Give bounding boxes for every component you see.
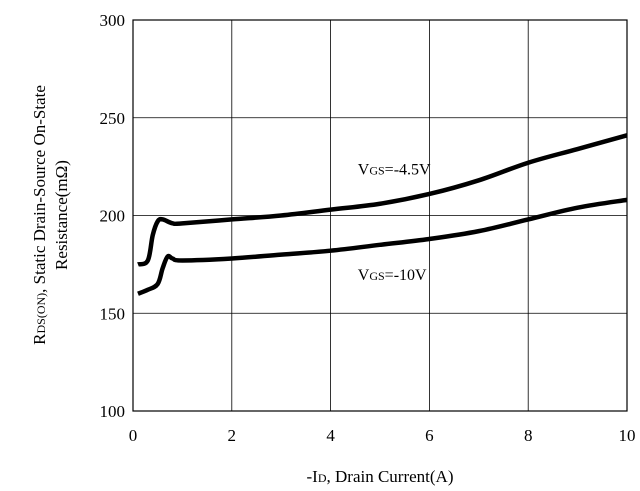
y-axis-label: RDS(ON), Static Drain-Source On-State Re… [30, 85, 71, 345]
x-tick-label: 10 [619, 426, 636, 445]
x-tick-label: 6 [425, 426, 434, 445]
series-annotations: VGS=-4.5V VGS=-10V [358, 162, 431, 285]
svg-text:Resistance(mΩ): Resistance(mΩ) [52, 160, 71, 270]
x-tick-label: 4 [326, 426, 335, 445]
plot-frame [132, 19, 628, 412]
series-label-1: VGS=-4.5V [358, 162, 431, 179]
y-tick-label: 100 [100, 402, 126, 421]
y-tick-labels: 100 150 200 250 300 [100, 11, 126, 421]
series-line-1 [137, 133, 628, 267]
y-tick-label: 150 [100, 304, 126, 323]
series-layer [137, 133, 628, 296]
svg-text:RDS(ON), Static Drain-Source O: RDS(ON), Static Drain-Source On-State [30, 85, 49, 345]
x-tick-labels: 0 2 4 6 8 10 [129, 426, 636, 445]
x-tick-label: 2 [228, 426, 237, 445]
y-tick-label: 300 [100, 11, 126, 30]
x-tick-label: 0 [129, 426, 138, 445]
y-tick-label: 200 [100, 207, 126, 226]
y-tick-label: 250 [100, 109, 126, 128]
series-line-2 [137, 197, 628, 296]
x-tick-label: 8 [524, 426, 533, 445]
x-axis-label: -ID, Drain Current(A) [307, 467, 454, 486]
series-label-2: VGS=-10V [358, 267, 427, 284]
